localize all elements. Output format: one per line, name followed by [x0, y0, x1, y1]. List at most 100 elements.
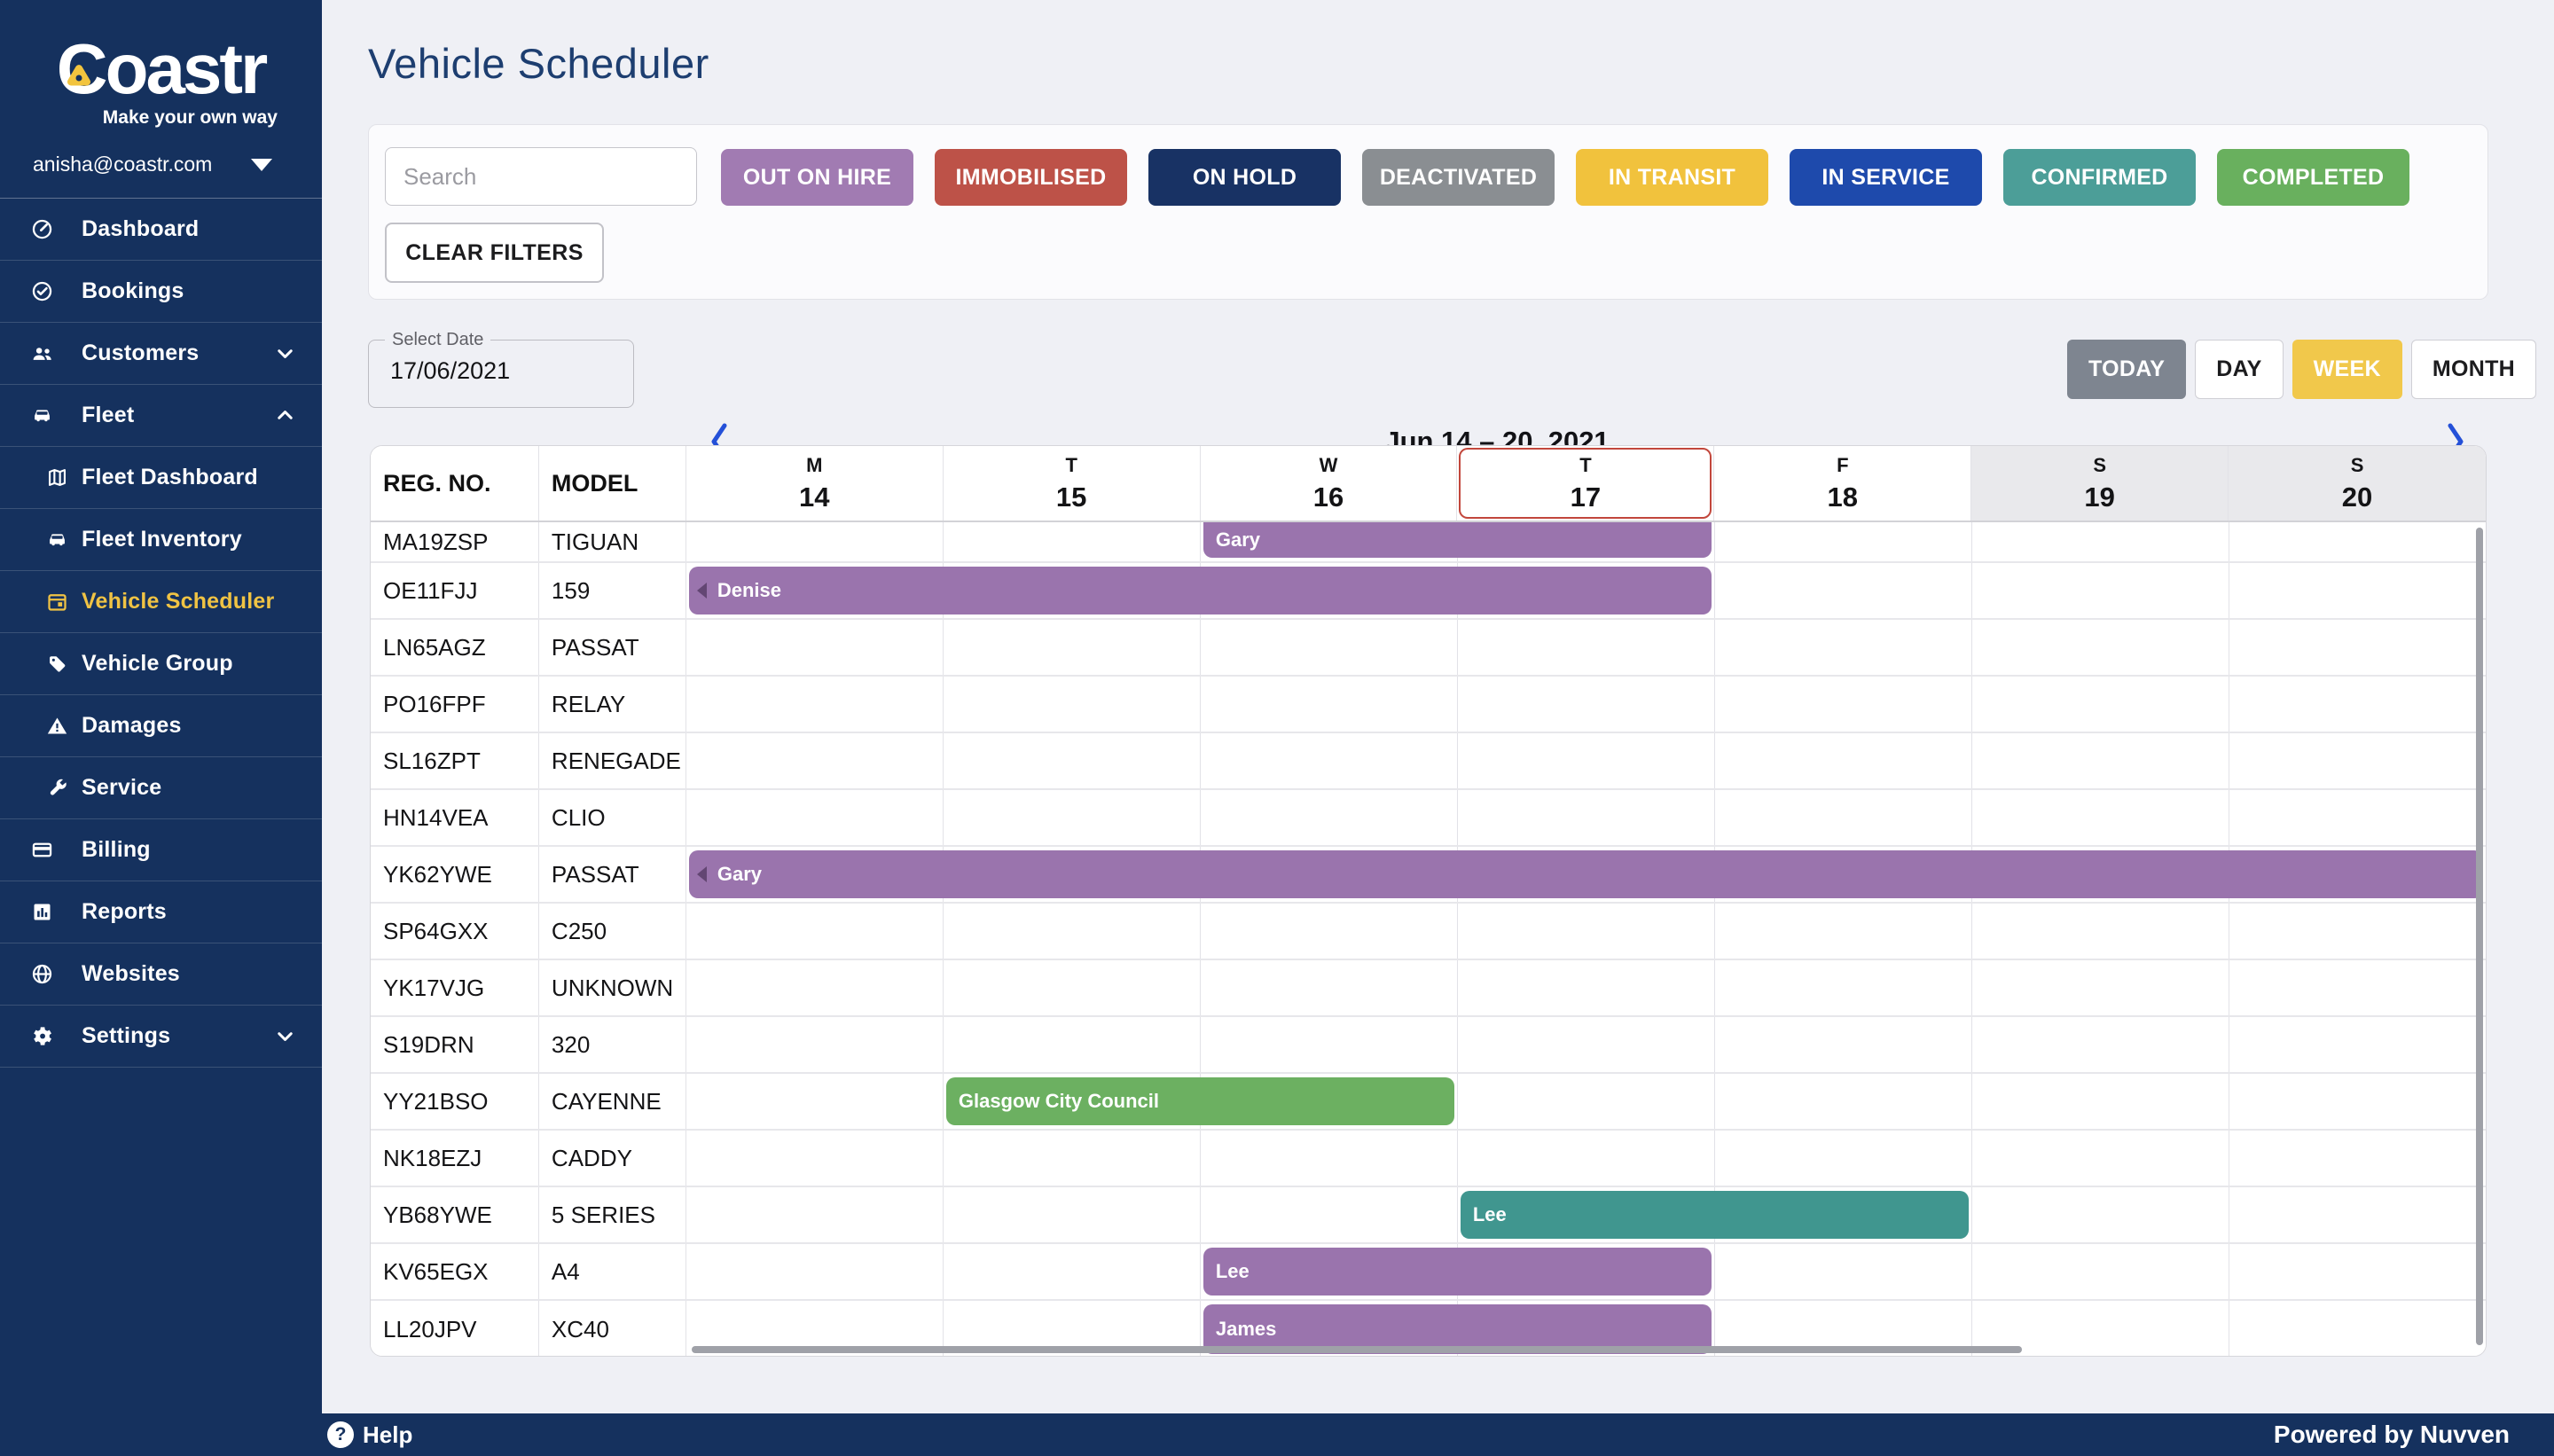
vehicle-row-yk62ywe: YK62YWE PASSAT Gary: [371, 847, 2486, 904]
reg-cell: MA19ZSP: [371, 522, 539, 561]
sidebar: Coastr Make your own way anisha@coastr.c…: [0, 0, 322, 1456]
row-day-area: [686, 1131, 2486, 1186]
user-email: anisha@coastr.com: [33, 153, 213, 176]
sidebar-item-label: Fleet Inventory: [82, 527, 242, 552]
sidebar-item-label: Vehicle Group: [82, 651, 233, 676]
vehicle-row-yy21bso: YY21BSO CAYENNE Glasgow City Council: [371, 1074, 2486, 1131]
car-icon: [30, 403, 54, 427]
filter-on-hold-button[interactable]: ON HOLD: [1148, 149, 1341, 206]
filter-completed-button[interactable]: COMPLETED: [2217, 149, 2409, 206]
row-day-area: Denise: [686, 563, 2486, 618]
booking-bar-gary[interactable]: Gary: [688, 850, 2483, 898]
view-month-button[interactable]: MONTH: [2410, 340, 2537, 399]
day-header-s-19: S 19: [1971, 446, 2229, 521]
chevron-up-icon: [273, 403, 297, 427]
reg-cell: SP64GXX: [371, 904, 539, 959]
select-date-field[interactable]: Select Date 17/06/2021: [368, 330, 634, 408]
sidebar-item-label: Websites: [82, 961, 180, 986]
model-cell: TIGUAN: [539, 522, 686, 561]
people-icon: [30, 341, 54, 365]
booking-bar-denise[interactable]: Denise: [688, 567, 1712, 614]
day-number-label: 15: [1055, 481, 1087, 513]
booking-bar-lee[interactable]: Lee: [1203, 1248, 1712, 1296]
coastr-logo: Coastr: [57, 34, 268, 105]
sidebar-item-dashboard[interactable]: Dashboard: [0, 199, 322, 261]
reg-cell: YY21BSO: [371, 1074, 539, 1129]
reg-cell: OE11FJJ: [371, 563, 539, 618]
horizontal-scrollbar[interactable]: [692, 1346, 2022, 1353]
user-menu[interactable]: anisha@coastr.com: [33, 153, 322, 176]
speedometer-icon: [30, 217, 54, 241]
clear-filters-button[interactable]: CLEAR FILTERS: [385, 223, 604, 283]
page-title: Vehicle Scheduler: [368, 40, 709, 87]
booking-bar-lee[interactable]: Lee: [1460, 1191, 1969, 1239]
sidebar-divider: [0, 198, 322, 199]
sidebar-item-fleet[interactable]: Fleet: [0, 385, 322, 447]
sidebar-item-reports[interactable]: Reports: [0, 881, 322, 943]
sidebar-item-label: Damages: [82, 713, 182, 738]
sidebar-item-service[interactable]: Service: [0, 757, 322, 819]
booking-bar-glasgow-city-council[interactable]: Glasgow City Council: [945, 1077, 1454, 1125]
search-input[interactable]: [385, 147, 697, 206]
row-day-area: Lee: [686, 1187, 2486, 1242]
model-cell: 320: [539, 1017, 686, 1072]
booking-bar-gary[interactable]: Gary: [1203, 522, 1712, 558]
vehicle-row-po16fpf: PO16FPF RELAY: [371, 677, 2486, 733]
booking-label: Gary: [717, 863, 763, 885]
vehicle-row-kv65egx: KV65EGX A4 Lee: [371, 1244, 2486, 1301]
help-button[interactable]: ? Help: [327, 1421, 412, 1449]
reg-cell: SL16ZPT: [371, 733, 539, 788]
filter-immobilised-button[interactable]: IMMOBILISED: [935, 149, 1127, 206]
filter-in-service-button[interactable]: IN SERVICE: [1790, 149, 1982, 206]
day-number-label: 18: [1827, 481, 1859, 513]
model-cell: XC40: [539, 1301, 686, 1356]
model-cell: A4: [539, 1244, 686, 1299]
sidebar-item-label: Service: [82, 775, 162, 800]
sidebar-item-customers[interactable]: Customers: [0, 323, 322, 385]
sidebar-item-label: Fleet: [82, 403, 135, 427]
filter-out-on-hire-button[interactable]: OUT ON HIRE: [721, 149, 913, 206]
booking-label: Gary: [1215, 528, 1261, 551]
sidebar-item-billing[interactable]: Billing: [0, 819, 322, 881]
filter-panel: OUT ON HIRE IMMOBILISED ON HOLD DEACTIVATED…: [368, 124, 2488, 300]
chevron-down-icon: [273, 1024, 297, 1048]
model-cell: CLIO: [539, 790, 686, 845]
filter-in-transit-button[interactable]: IN TRANSIT: [1576, 149, 1768, 206]
day-of-week-label: W: [1319, 453, 1338, 476]
sidebar-item-bookings[interactable]: Bookings: [0, 261, 322, 323]
view-day-button[interactable]: DAY: [2195, 340, 2284, 399]
booking-bar-james[interactable]: James: [1203, 1304, 1712, 1354]
day-of-week-label: M: [806, 453, 823, 476]
reg-cell: LN65AGZ: [371, 620, 539, 675]
status-filter-row: OUT ON HIRE IMMOBILISED ON HOLD DEACTIVATED…: [721, 149, 2409, 206]
map-icon: [45, 466, 69, 489]
booking-label: James: [1215, 1318, 1277, 1340]
view-today-button[interactable]: TODAY: [2067, 340, 2187, 399]
filter-confirmed-button[interactable]: CONFIRMED: [2003, 149, 2196, 206]
help-icon: ?: [327, 1421, 354, 1448]
filter-deactivated-button[interactable]: DEACTIVATED: [1362, 149, 1555, 206]
reg-cell: YB68YWE: [371, 1187, 539, 1242]
sidebar-item-fleet-dashboard[interactable]: Fleet Dashboard: [0, 447, 322, 509]
model-cell: RENEGADE: [539, 733, 686, 788]
booking-label: Glasgow City Council: [958, 1090, 1159, 1112]
sidebar-item-vehicle-scheduler[interactable]: Vehicle Scheduler: [0, 571, 322, 633]
vertical-scrollbar[interactable]: [2476, 528, 2483, 1345]
bar-chart-icon: [30, 900, 54, 924]
view-week-button[interactable]: WEEK: [2292, 340, 2402, 399]
model-cell: CADDY: [539, 1131, 686, 1186]
sidebar-item-vehicle-group[interactable]: Vehicle Group: [0, 633, 322, 695]
globe-icon: [30, 962, 54, 986]
sidebar-item-settings[interactable]: Settings: [0, 1006, 322, 1068]
sidebar-item-websites[interactable]: Websites: [0, 943, 322, 1006]
powered-by-label: Powered by Nuvven: [2273, 1421, 2510, 1448]
scheduler-header-row: REG. NO. MODEL M 14 T 15 W 16 T 17 F 18 S 19 S 20: [371, 446, 2486, 522]
row-day-area: [686, 960, 2486, 1015]
vehicle-row-oe11fjj: OE11FJJ 159 Denise: [371, 563, 2486, 620]
sidebar-item-fleet-inventory[interactable]: Fleet Inventory: [0, 509, 322, 571]
footer-bar: ? Help Powered by Nuvven: [322, 1413, 2554, 1456]
sidebar-item-damages[interactable]: Damages: [0, 695, 322, 757]
row-day-area: Gary: [686, 847, 2486, 902]
sidebar-item-label: Vehicle Scheduler: [82, 589, 275, 614]
model-cell: PASSAT: [539, 620, 686, 675]
